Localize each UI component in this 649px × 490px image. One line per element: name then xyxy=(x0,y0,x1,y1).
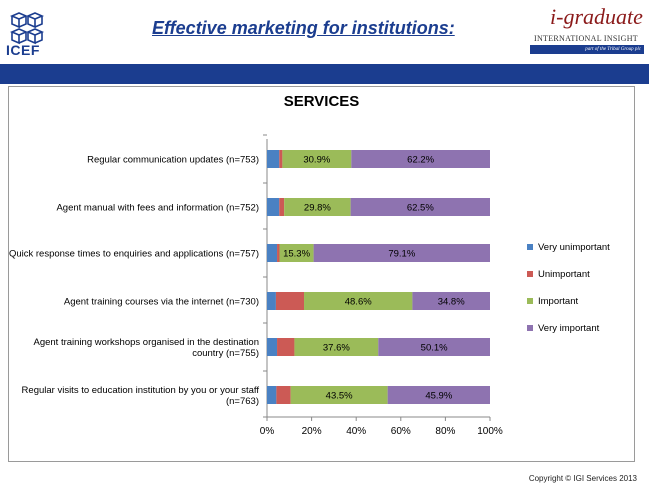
data-label: 43.5% xyxy=(326,391,353,402)
stacked-bar-chart: 0% 20% 40% 60% 80% 100% Regular communication … xyxy=(9,134,610,437)
bar-segment xyxy=(267,244,278,262)
bar-segment xyxy=(290,386,388,404)
category-label: Agent manual with fees and information (… xyxy=(56,203,259,214)
category-label-line: Agent training courses via the internet … xyxy=(64,297,259,308)
bar-segment xyxy=(351,150,490,168)
bar-segment xyxy=(279,198,285,216)
bar-segment xyxy=(313,244,490,262)
bar-segment xyxy=(277,244,280,262)
legend-label: Unimportant xyxy=(538,269,590,280)
brand-bar xyxy=(530,45,644,54)
x-tick-label: 20% xyxy=(302,426,322,437)
legend-label: Very unimportant xyxy=(538,242,610,253)
category-label-line: Regular communication updates (n=753) xyxy=(87,155,259,166)
bar-segment xyxy=(387,386,490,404)
copyright-text: Copyright © IGI Services 2013 xyxy=(528,474,637,483)
chart-frame: SERVICES 0% 20% 40% 60% 80% 100% Regular commu… xyxy=(8,86,635,462)
bar-segment xyxy=(350,198,490,216)
bar-segment xyxy=(276,386,291,404)
brand-sub: part of the Tribal Group plc xyxy=(585,47,641,52)
data-label: 30.9% xyxy=(303,155,330,166)
legend-label: Very important xyxy=(538,323,600,334)
bar-segment xyxy=(279,244,314,262)
legend-label: Important xyxy=(538,296,578,307)
bar-segment xyxy=(284,198,351,216)
category-label: Agent training courses via the internet … xyxy=(64,297,259,308)
data-label: 37.6% xyxy=(323,343,350,354)
bar-segment xyxy=(282,150,352,168)
category-label-line: Quick response times to enquiries and ap… xyxy=(9,249,259,260)
i-graduate-logo: i-graduate INTERNATIONAL INSIGHT part of… xyxy=(530,4,645,62)
category-label-line: Agent manual with fees and information (… xyxy=(56,203,259,214)
category-label: Agent training workshops organised in th… xyxy=(33,337,259,359)
data-label: 62.5% xyxy=(407,203,434,214)
icef-logo-text: ICEF xyxy=(6,42,40,58)
bar-segment xyxy=(378,338,490,356)
data-label: 79.1% xyxy=(388,249,415,260)
bar-segment xyxy=(267,386,277,404)
data-label: 50.1% xyxy=(421,343,448,354)
x-tick-label: 40% xyxy=(346,426,366,437)
category-label-line: (n=763) xyxy=(226,396,259,407)
bar-segment xyxy=(279,150,283,168)
data-label: 29.8% xyxy=(304,203,331,214)
bar-segment xyxy=(277,338,295,356)
slide-header: ICEF Effective marketing for institution… xyxy=(0,0,649,62)
bar-segment xyxy=(304,292,413,310)
bar-segment xyxy=(294,338,379,356)
x-tick-label: 80% xyxy=(435,426,455,437)
legend-swatch xyxy=(527,298,533,304)
category-label: Regular visits to education institution … xyxy=(22,385,260,407)
category-label: Regular communication updates (n=753) xyxy=(87,155,259,166)
category-label-line: Agent training workshops organised in th… xyxy=(33,337,259,348)
category-label-line: country (n=755) xyxy=(192,348,259,359)
bar-segment xyxy=(412,292,490,310)
x-tick-label: 60% xyxy=(391,426,411,437)
bar-segment xyxy=(267,150,280,168)
category-label-line: Regular visits to education institution … xyxy=(22,385,260,396)
data-label: 45.9% xyxy=(425,391,452,402)
x-tick-label: 100% xyxy=(477,426,503,437)
legend-swatch xyxy=(527,271,533,277)
bar-segment xyxy=(275,292,305,310)
icef-cubes-logo-icon xyxy=(9,12,45,45)
bar-segment xyxy=(267,338,278,356)
bar-segment xyxy=(267,198,280,216)
legend-swatch xyxy=(527,325,533,331)
brand-name: i-graduate xyxy=(550,4,643,29)
x-tick-label: 0% xyxy=(260,426,275,437)
data-label: 62.2% xyxy=(407,155,434,166)
category-label: Quick response times to enquiries and ap… xyxy=(9,249,259,260)
data-label: 34.8% xyxy=(438,297,465,308)
data-label: 15.3% xyxy=(283,249,310,260)
header-band xyxy=(0,64,649,84)
bar-segment xyxy=(267,292,276,310)
chart-title: SERVICES xyxy=(283,93,360,110)
slide-title: Effective marketing for institutions: xyxy=(152,18,455,38)
legend-swatch xyxy=(527,244,533,250)
data-label: 48.6% xyxy=(345,297,372,308)
brand-tagline: INTERNATIONAL INSIGHT xyxy=(534,34,638,43)
